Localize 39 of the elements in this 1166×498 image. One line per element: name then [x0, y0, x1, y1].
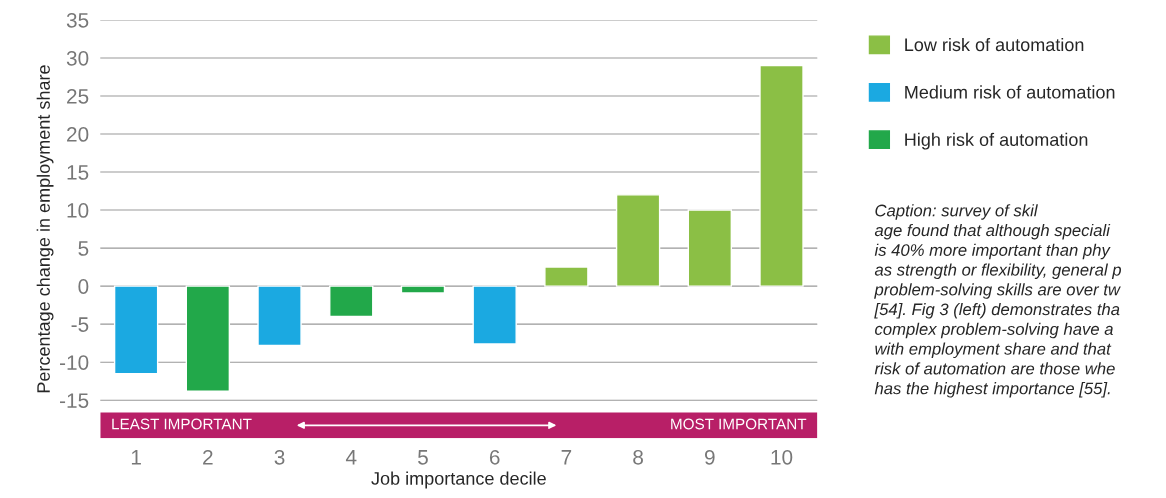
- y-tick-label: -15: [59, 393, 89, 408]
- x-tick-label: 7: [561, 450, 572, 465]
- x-axis-title: Job importance decile: [371, 471, 546, 489]
- y-tick-label: 10: [67, 203, 89, 218]
- x-tick-label: 9: [704, 449, 715, 465]
- bar: [400, 285, 446, 294]
- bar: [472, 285, 517, 345]
- x-tick-label: 10: [771, 449, 793, 465]
- y-tick-label: 25: [67, 88, 89, 104]
- y-tick-label: 5: [78, 241, 89, 256]
- y-tick-label: 35: [66, 12, 89, 28]
- x-tick-label: 5: [418, 450, 428, 465]
- bar: [544, 266, 589, 287]
- bar: [687, 209, 733, 287]
- legend-label: High risk of automation: [905, 132, 1088, 150]
- bar: [185, 285, 231, 392]
- x-tick-label: 6: [489, 449, 500, 465]
- x-tick-label: 2: [203, 449, 213, 465]
- bar: [113, 285, 159, 375]
- x-tick-label: 8: [633, 449, 643, 465]
- y-tick-label: 0: [78, 279, 89, 294]
- y-tick-label: 30: [66, 50, 89, 66]
- annotation: LEAST IMPORTANT: [112, 418, 252, 430]
- annotation: MOST IMPORTANT: [671, 418, 807, 430]
- y-tick-label: 20: [67, 127, 89, 142]
- legend-label: Low risk of automation: [905, 37, 1084, 52]
- y-tick-label: -5: [71, 317, 89, 332]
- bar: [329, 285, 374, 318]
- bar: [615, 194, 661, 287]
- y-tick-label: -10: [59, 355, 89, 370]
- x-tick-label: 1: [131, 450, 141, 465]
- text: Caption: survey of skil age found that although speciali is 40% more important than phy as strength or flexibility, general p problem-solving skills are over tw [54]. Fig 3 (left) demonstrates tha complex problem-solving have a with employment share and that risk of automation are those whe has the highest importance [55].: [874, 204, 1122, 398]
- bar: [257, 285, 302, 347]
- x-tick-label: 3: [274, 449, 285, 465]
- legend-label: Medium risk of automation: [905, 85, 1115, 99]
- y-tick-label: 15: [67, 165, 89, 180]
- bar: [759, 64, 804, 287]
- x-tick-label: 4: [345, 450, 357, 465]
- y-axis-title: Percentage change in employment share: [36, 65, 54, 393]
